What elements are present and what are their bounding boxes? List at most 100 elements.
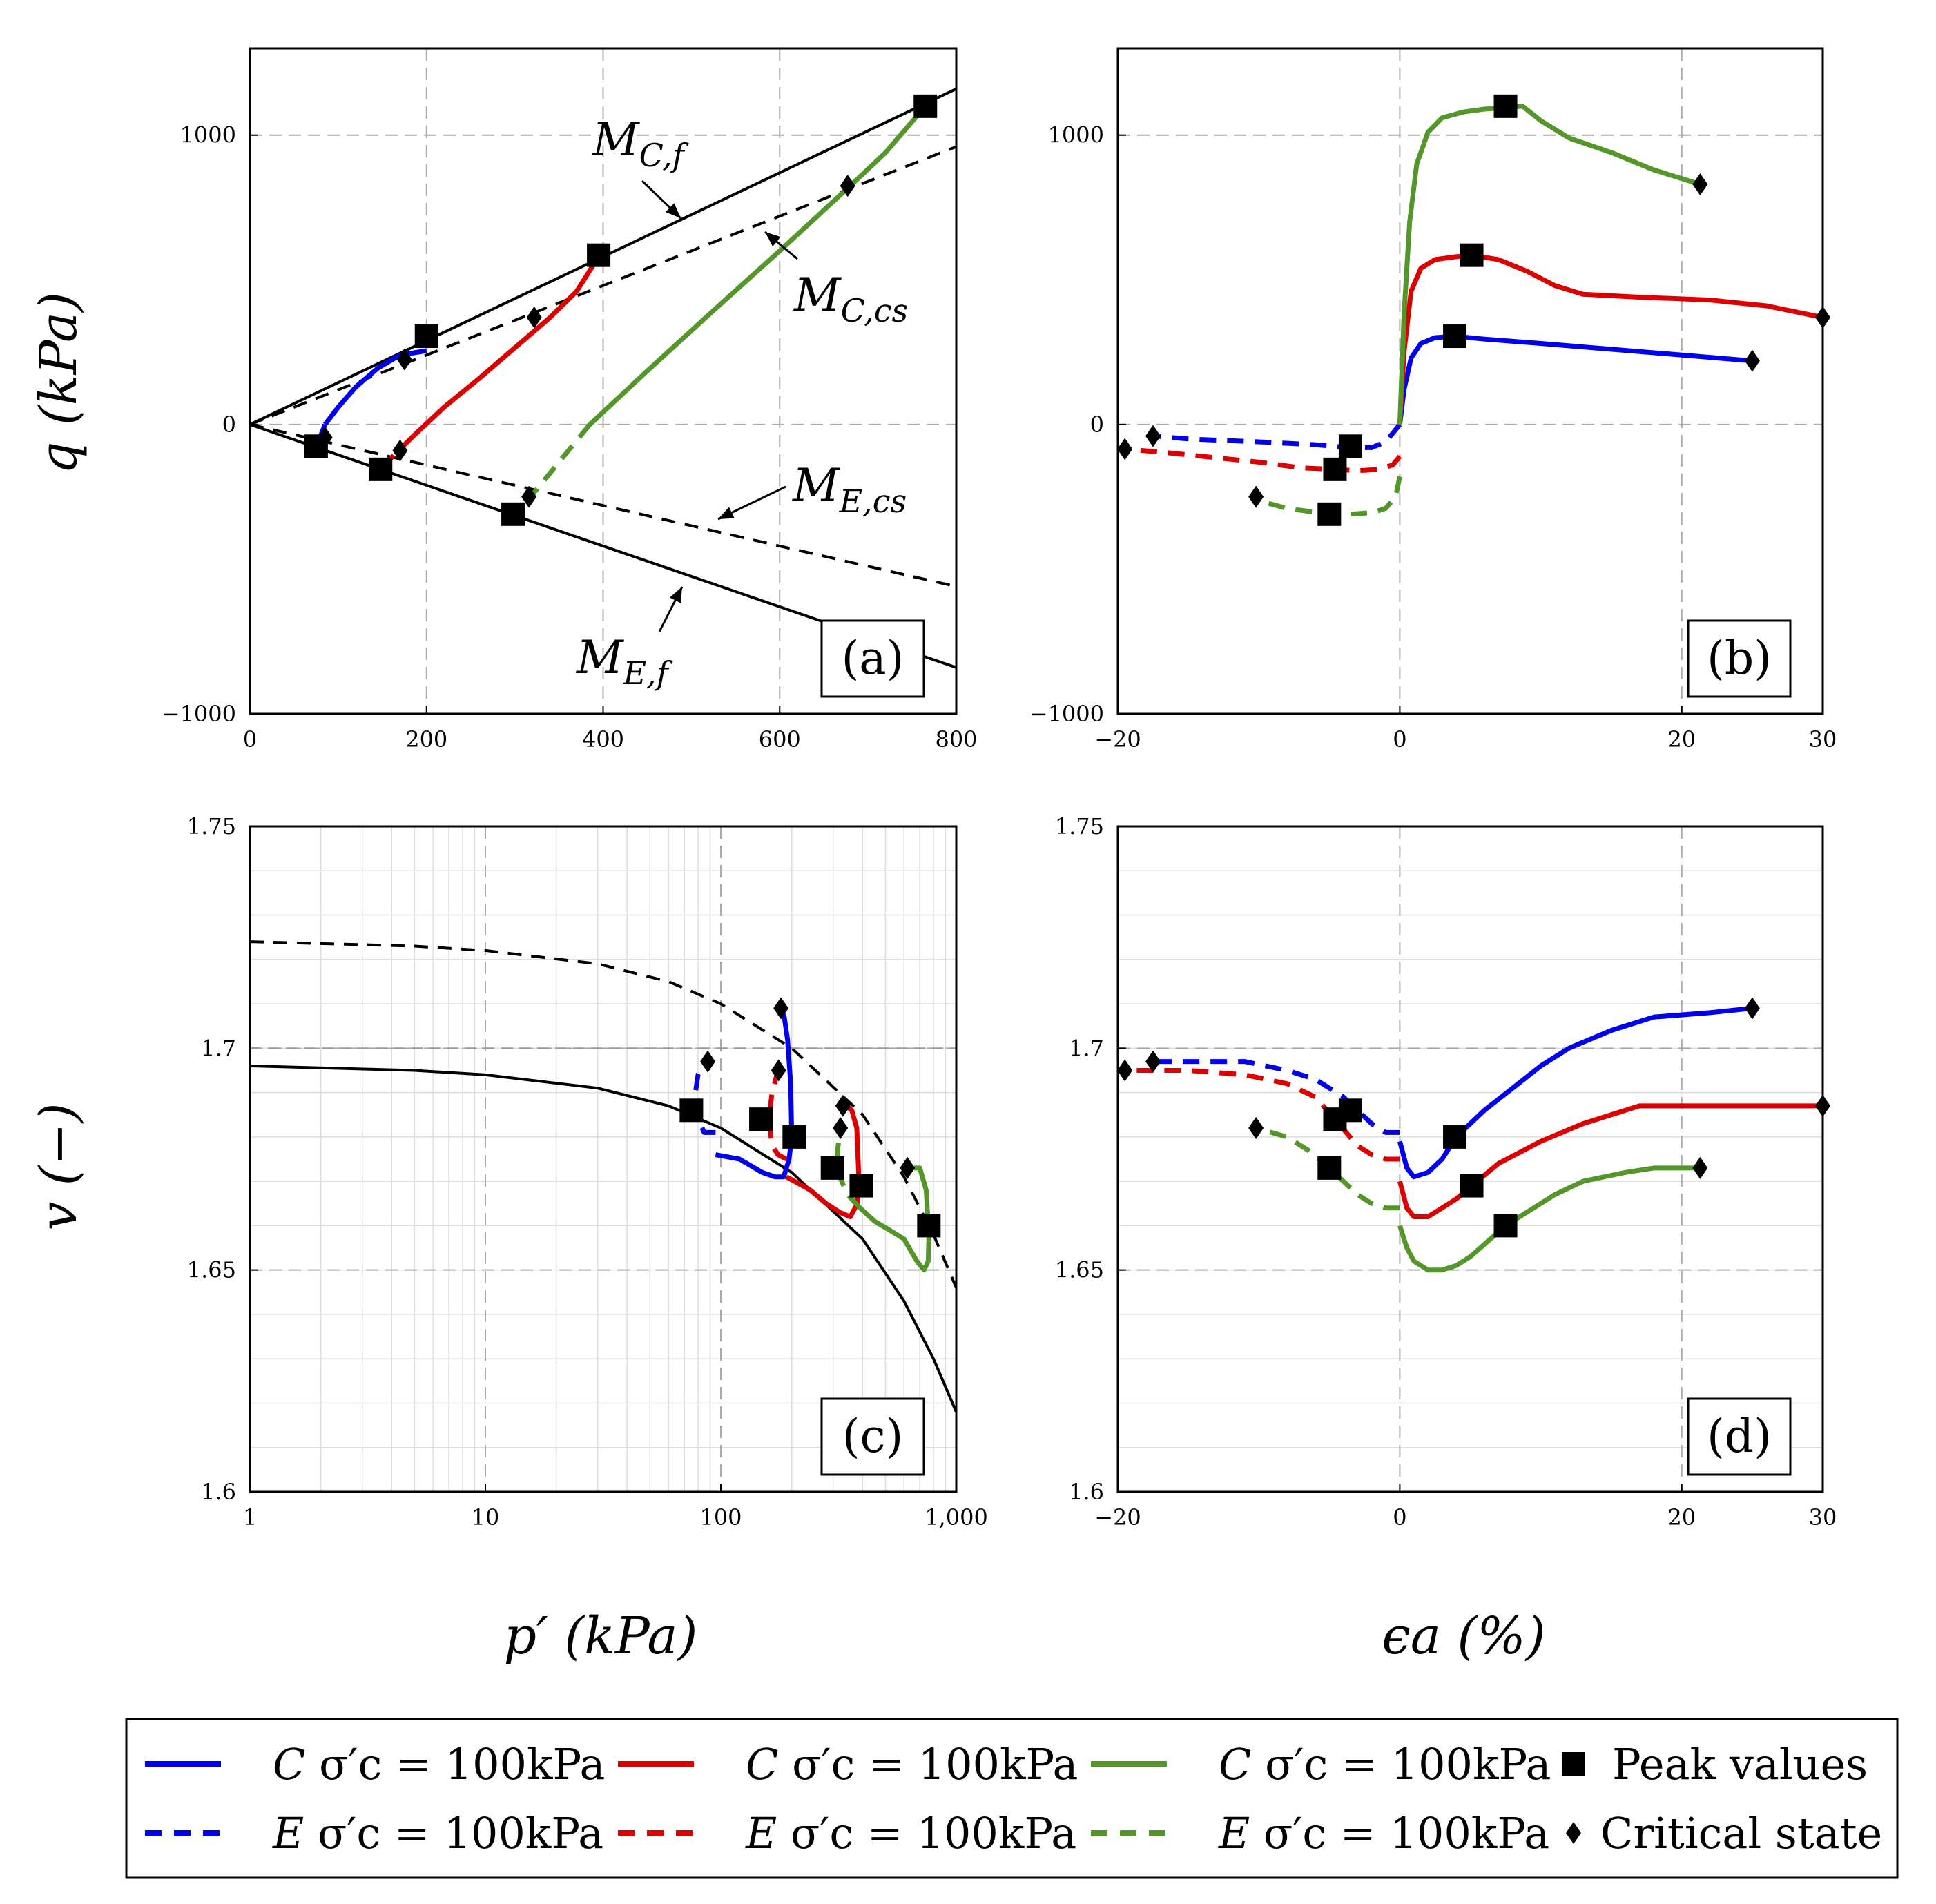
series-line xyxy=(1397,1165,1701,1273)
series-line xyxy=(715,1007,795,1180)
legend-entry: C σ′c = 100kPa xyxy=(1091,1739,1551,1789)
series-line xyxy=(858,1165,931,1273)
peak-marker xyxy=(1443,324,1467,349)
peak-marker xyxy=(414,324,438,349)
legend-critical-marker xyxy=(1566,1822,1581,1844)
series-line xyxy=(1397,1103,1823,1219)
x-tick-label: 30 xyxy=(1809,726,1837,752)
arrow-head xyxy=(670,587,682,603)
series-line xyxy=(766,1069,788,1162)
arrow-head xyxy=(765,232,781,246)
legend-entry: C σ′c = 100kPa xyxy=(618,1739,1078,1789)
critical-marker xyxy=(833,1117,849,1140)
line-annotation: MC,f xyxy=(592,113,689,174)
peak-marker xyxy=(1323,1107,1347,1131)
critical-marker xyxy=(840,175,855,197)
reference-line xyxy=(250,1065,956,1413)
series-line xyxy=(412,255,601,438)
critical-marker xyxy=(526,306,542,329)
peak-marker xyxy=(1338,434,1362,458)
panel-label-box xyxy=(820,1397,925,1476)
x-tick-label: 20 xyxy=(1667,726,1696,752)
y-axis-title-v: v (−) xyxy=(29,1102,88,1230)
axes-frame xyxy=(249,825,958,1493)
series-line xyxy=(1124,447,1402,474)
x-tick-label: 1 xyxy=(243,1504,257,1531)
critical-marker xyxy=(700,1050,716,1073)
x-tick-label: 30 xyxy=(1809,1504,1837,1531)
y-tick-label: 1.65 xyxy=(1055,1257,1104,1283)
plot-area-c xyxy=(250,940,956,1413)
x-tick-label: 400 xyxy=(582,726,624,752)
y-tick-label: 1.7 xyxy=(1069,1035,1104,1061)
panel-label: (a) xyxy=(842,632,904,685)
series-line xyxy=(785,1104,862,1219)
arrow-head xyxy=(665,203,681,218)
series-line xyxy=(1397,333,1753,425)
legend-entry: E σ′c = 100kPa xyxy=(1091,1808,1549,1858)
x-tick-label: −20 xyxy=(1094,1504,1141,1531)
y-tick-label: 1.65 xyxy=(187,1257,236,1283)
critical-marker xyxy=(1692,1156,1708,1179)
series-line xyxy=(1153,1059,1400,1135)
series-line xyxy=(1397,253,1823,425)
legend-critical-label: Critical state xyxy=(1600,1808,1882,1858)
critical-marker xyxy=(396,348,412,371)
legend-entry: E σ′c = 100kPa xyxy=(618,1808,1076,1858)
series-line xyxy=(1152,422,1402,450)
legend-label: E σ′c = 100kPa xyxy=(745,1808,1076,1858)
peak-marker xyxy=(749,1107,773,1131)
line-annotation: MC,cs xyxy=(793,269,908,329)
critical-marker xyxy=(1744,349,1760,372)
panel-label: (c) xyxy=(842,1410,903,1463)
reference-line xyxy=(250,940,956,1289)
y-tick-label: 0 xyxy=(1090,411,1104,438)
critical-marker xyxy=(900,1156,916,1179)
y-tick-label: −1000 xyxy=(162,701,236,727)
x-tick-label: 20 xyxy=(1667,1504,1696,1531)
peak-marker xyxy=(369,457,393,481)
y-tick-label: 1000 xyxy=(180,122,236,148)
series-line xyxy=(588,104,927,427)
panel-label-box xyxy=(1687,619,1792,698)
critical-marker xyxy=(1117,1059,1133,1082)
axes-frame xyxy=(249,47,958,715)
critical-marker xyxy=(392,439,408,462)
peak-marker xyxy=(1323,457,1347,481)
peak-marker xyxy=(820,1156,844,1180)
y-tick-label: 1.6 xyxy=(1069,1479,1104,1505)
critical-marker xyxy=(1145,425,1161,447)
series-line xyxy=(1255,476,1402,517)
y-tick-label: 1.75 xyxy=(187,813,236,839)
x-axis-title-eps: ϵa (%) xyxy=(1382,1606,1545,1666)
x-tick-label: −20 xyxy=(1094,726,1141,752)
peak-marker xyxy=(1493,1214,1518,1238)
legend-entry: C σ′c = 100kPa xyxy=(145,1739,605,1789)
axes-frame xyxy=(1116,825,1824,1493)
x-tick-label: 200 xyxy=(405,726,447,752)
y-tick-label: −1000 xyxy=(1029,701,1104,727)
axes-frame xyxy=(1116,47,1824,715)
legend-box xyxy=(125,1718,1899,1879)
peak-marker xyxy=(913,94,938,118)
peak-marker xyxy=(1317,502,1342,526)
peak-marker xyxy=(849,1174,873,1198)
panel-c: 1 10 100 1,000 1.6 1.65 1.7 1.75 (c) xyxy=(187,813,988,1531)
line-annotation: ME,f xyxy=(576,631,673,692)
panel-d: −20 0 20 30 1.6 1.65 1.7 1.75 (d) xyxy=(1055,813,1837,1531)
y-tick-label: 1.6 xyxy=(201,1479,236,1505)
legend-critical: Critical state xyxy=(1566,1808,1882,1858)
peak-marker xyxy=(1493,94,1518,118)
plot-area-b xyxy=(1124,104,1823,517)
panel-label: (d) xyxy=(1707,1410,1772,1463)
series-line xyxy=(1397,1006,1753,1180)
y-tick-label: 1000 xyxy=(1048,122,1104,148)
panel-label: (b) xyxy=(1707,632,1772,685)
y-axis-title-q: q (kPa) xyxy=(29,292,88,474)
legend: C σ′c = 100kPa C σ′c = 100kPa C σ′c = 100k… xyxy=(125,1718,1899,1879)
peak-marker xyxy=(587,243,611,267)
critical-marker xyxy=(773,997,789,1020)
critical-marker xyxy=(1248,485,1264,508)
peak-marker xyxy=(1460,243,1484,267)
line-annotation: ME,cs xyxy=(792,459,907,520)
